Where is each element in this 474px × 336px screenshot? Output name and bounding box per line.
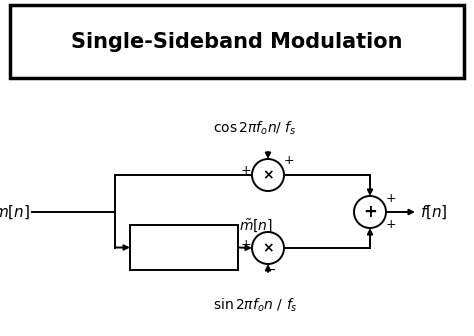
Circle shape [252, 232, 284, 264]
Bar [130, 225, 238, 270]
Text: +: + [241, 165, 251, 177]
Text: +: + [241, 238, 251, 251]
Circle shape [354, 196, 386, 228]
Text: $-$: $-$ [265, 262, 276, 276]
Text: $\cos 2\pi f_o n/\ f_s$: $\cos 2\pi f_o n/\ f_s$ [213, 119, 297, 137]
Text: $\mathbf{\times}$: $\mathbf{\times}$ [262, 168, 274, 182]
Text: $\sin 2\pi f_o n\ /\ f_s$: $\sin 2\pi f_o n\ /\ f_s$ [213, 296, 297, 314]
Text: TRANSFORMER: TRANSFORMER [143, 250, 226, 259]
Text: $\mathbf{\times}$: $\mathbf{\times}$ [262, 241, 274, 255]
Text: +: + [386, 192, 396, 205]
Text: +: + [283, 155, 294, 168]
Bar [10, 5, 464, 78]
Text: Single-Sideband Modulation: Single-Sideband Modulation [71, 32, 403, 51]
Text: $\tilde{m}[n]$: $\tilde{m}[n]$ [239, 217, 273, 235]
Text: +: + [386, 217, 396, 230]
Text: $m[n]$: $m[n]$ [0, 203, 30, 221]
Text: HILBERT: HILBERT [161, 236, 207, 246]
Circle shape [252, 159, 284, 191]
Text: $f[n]$: $f[n]$ [420, 203, 447, 221]
Text: $\mathbf{+}$: $\mathbf{+}$ [363, 203, 377, 221]
